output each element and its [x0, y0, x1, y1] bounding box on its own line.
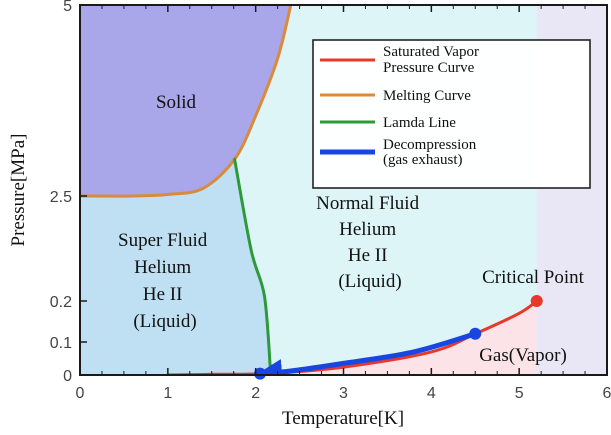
region-super-fluid	[80, 159, 271, 375]
y-tick-label: 2.5	[50, 189, 72, 206]
legend: Saturated Vapor Pressure Curve Melting C…	[312, 39, 591, 189]
x-tick-label: 0	[76, 385, 85, 402]
region-solid	[80, 5, 291, 197]
legend-label-lambda: Lamda Line	[383, 115, 456, 131]
data-point-marker	[254, 367, 267, 380]
y-tick-label: 0.2	[50, 294, 72, 311]
x-tick-label: 4	[427, 385, 436, 402]
region-label-gas: Gas(Vapor)	[479, 345, 567, 366]
region-gas	[167, 301, 537, 375]
lamda-line	[233, 157, 273, 375]
y-tick-label: 0	[63, 368, 72, 385]
critical-point-label: Critical Point	[482, 267, 585, 288]
melting-curve	[80, 5, 293, 198]
x-tick-label: 2	[251, 385, 260, 402]
y-tick-label: 5	[63, 0, 72, 15]
x-tick-label: 6	[603, 385, 611, 402]
x-tick-label: 5	[515, 385, 524, 402]
legend-box	[312, 39, 591, 189]
data-point-marker	[469, 327, 482, 340]
region-label-super-fluid: Super Fluid Helium He II (Liquid)	[118, 230, 212, 332]
data-point-marker	[530, 295, 543, 307]
legend-label-decompression: Decompression (gas exhaust)	[383, 137, 480, 168]
x-tick-label: 1	[163, 385, 172, 402]
y-axis-label: Pressure[MPa]	[8, 134, 29, 247]
region-label-normal-fluid: Normal Fluid Helium He II (Liquid)	[316, 193, 424, 292]
legend-label-melting: Melting Curve	[383, 88, 471, 104]
region-label-solid: Solid	[156, 92, 197, 113]
x-tick-label: 3	[339, 385, 348, 402]
decompression-curve	[257, 331, 478, 375]
y-tick-label: 0.1	[50, 335, 72, 352]
legend-label-svp: Saturated Vapor Pressure Curve	[383, 44, 483, 76]
x-axis-label: Temperature[K]	[282, 408, 404, 429]
